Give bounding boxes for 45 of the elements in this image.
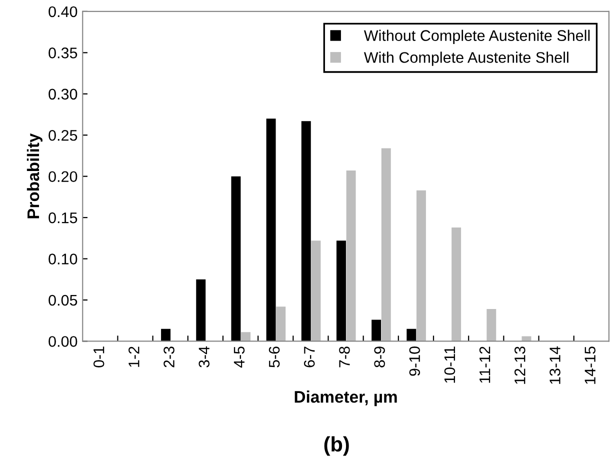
x-tick-label: 14-15: [584, 346, 596, 384]
x-tick-label: 8-9: [374, 346, 385, 368]
x-tick-label: 5-6: [268, 346, 280, 368]
y-tick-label: 0.00: [48, 336, 78, 347]
x-tick-label: 1-2: [128, 346, 140, 367]
x-tick-label: 6-7: [304, 346, 315, 368]
bar: [381, 148, 391, 342]
x-tick-label: 13-14: [550, 346, 560, 384]
bar: [161, 328, 171, 342]
x-tick-label: 3-4: [198, 346, 210, 368]
x-tick-label: 10-11: [444, 346, 456, 383]
legend-label: Without Complete Austenite Shell: [364, 30, 590, 44]
x-tick-label: 11-12: [479, 346, 490, 383]
bar: [311, 240, 321, 342]
x-tick-label: 12-13: [514, 346, 526, 384]
x-tick-label: 2-3: [164, 346, 174, 368]
bar: [346, 170, 356, 342]
bar: [486, 309, 496, 342]
bar: [241, 332, 251, 342]
bar: [301, 121, 311, 342]
bar: [276, 306, 286, 342]
bar: [336, 240, 346, 342]
y-tick-label: 0.30: [48, 88, 78, 100]
y-tick-label: 0.20: [48, 171, 78, 182]
bar: [266, 118, 276, 342]
x-tick-label: 0-1: [93, 346, 104, 368]
bar: [406, 328, 416, 342]
x-tick-label: 7-8: [339, 346, 350, 368]
x-tick-label: 9-10: [409, 346, 420, 376]
x-axis-title: Diameter, µm: [294, 390, 397, 406]
text: (b): [324, 436, 349, 456]
y-tick-label: 0.15: [48, 212, 78, 224]
bar: [416, 190, 426, 342]
bar: [372, 320, 382, 342]
bar: [196, 279, 206, 342]
x-tick-label: 4-5: [234, 346, 245, 368]
y-tick-label: 0.05: [48, 294, 78, 306]
y-tick-label: 0.25: [48, 130, 78, 141]
bar: [231, 176, 241, 342]
y-tick-label: 0.35: [48, 48, 78, 58]
y-tick-label: 0.40: [48, 6, 78, 18]
y-axis-title: Probability: [26, 133, 42, 218]
y-tick-label: 0.10: [48, 254, 78, 264]
bar: [452, 227, 462, 342]
legend-label: With Complete Austenite Shell: [364, 52, 568, 66]
